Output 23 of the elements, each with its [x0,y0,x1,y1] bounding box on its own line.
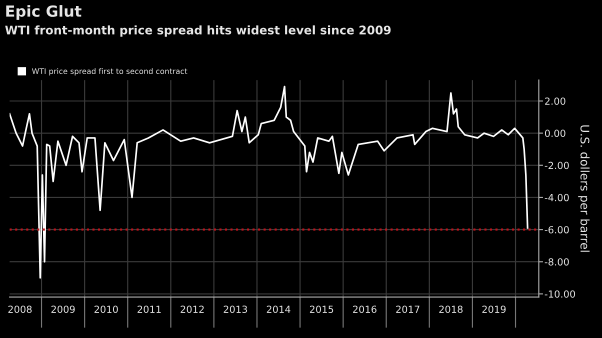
y-axis-title: U.S. dollers per barrel [578,125,590,252]
y-tick-label: 2.00 [545,97,566,105]
x-tick-label: 2011 [138,306,161,313]
x-tick-label: 2019 [482,306,506,313]
y-tick-label: -4.00 [544,194,569,202]
y-tick-label: -8.00 [544,258,569,266]
x-tick-label: 2013 [224,306,248,313]
x-tick-label: 2010 [94,306,118,313]
chart-title: Epic Glut [6,5,82,20]
y-tick-label: -2.00 [544,162,569,170]
line-series [10,86,528,279]
x-tick-label: 2017 [396,306,420,313]
x-tick-label: 2018 [439,306,463,313]
y-tick-label: 0.00 [544,130,566,137]
x-tick-label: 2009 [51,306,75,313]
y-tick-label: -10.00 [544,290,576,298]
x-tick-label: 2008 [8,306,32,313]
y-tick-label: -6.00 [544,226,569,234]
x-tick-label: 2016 [353,306,376,313]
x-tick-label: 2012 [180,306,204,313]
chart-subtitle: WTI front-month price spread hits widest level since 2009 [5,25,391,37]
x-tick-label: 2015 [310,306,334,313]
x-tick-label: 2014 [266,306,290,313]
